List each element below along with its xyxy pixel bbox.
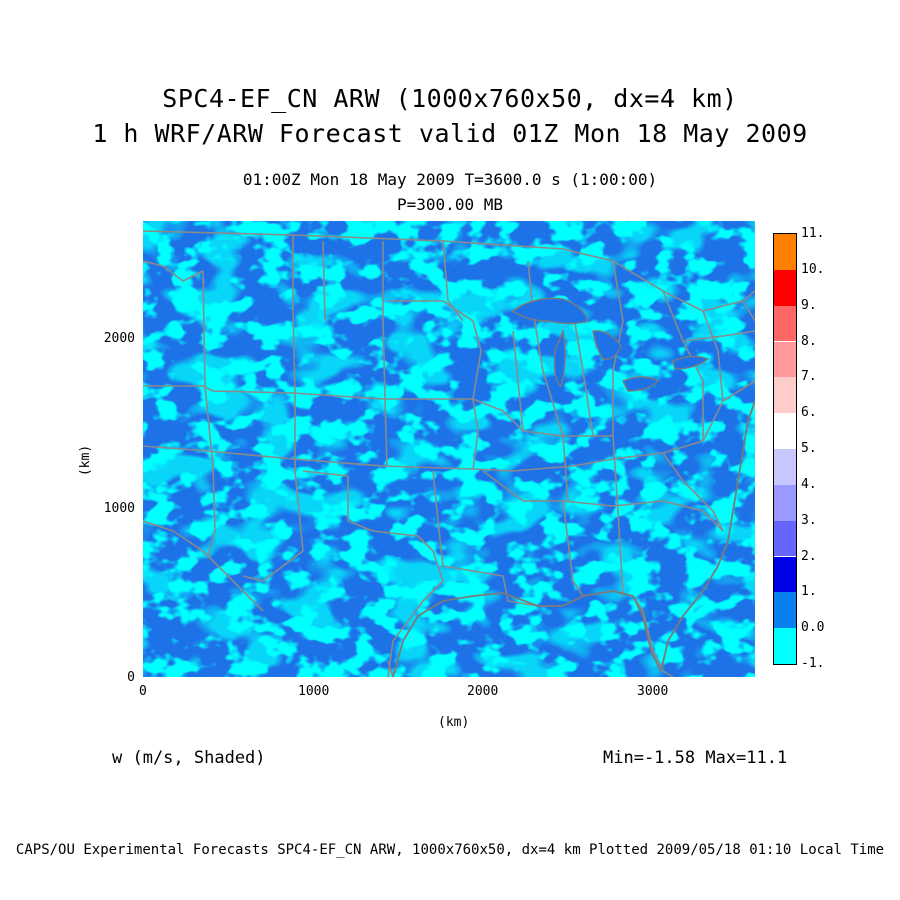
colorbar-segment bbox=[774, 556, 796, 593]
x-tick-1000: 1000 bbox=[298, 684, 330, 699]
pressure-level-label: P=300.00 MB bbox=[397, 195, 503, 214]
colorbar-segment bbox=[774, 484, 796, 521]
x-tick-2000: 2000 bbox=[467, 684, 499, 699]
chart-title-line1: SPC4-EF_CN ARW (1000x760x50, dx=4 km) bbox=[162, 84, 738, 113]
x-tick-0: 0 bbox=[139, 684, 147, 699]
variable-label: w (m/s, Shaded) bbox=[112, 748, 266, 768]
x-axis-label: (km) bbox=[438, 715, 470, 730]
chart-title-line2: 1 h WRF/ARW Forecast valid 01Z Mon 18 Ma… bbox=[92, 119, 808, 148]
colorbar-label: -1. bbox=[801, 656, 825, 671]
colorbar-segment bbox=[774, 449, 796, 485]
colorbar bbox=[773, 233, 797, 665]
colorbar-label: 0.0 bbox=[801, 620, 825, 636]
colorbar-label: 10. bbox=[801, 261, 825, 277]
y-tick-1000: 1000 bbox=[103, 501, 135, 516]
colorbar-segment bbox=[774, 628, 796, 664]
colorbar-label: 1. bbox=[801, 584, 817, 600]
min-max-label: Min=-1.58 Max=11.1 bbox=[603, 748, 788, 768]
y-axis-label: (km) bbox=[78, 444, 94, 477]
valid-time-label: 01:00Z Mon 18 May 2009 T=3600.0 s (1:00:… bbox=[242, 170, 658, 189]
colorbar-label: 6. bbox=[801, 405, 817, 421]
colorbar-segment bbox=[774, 377, 796, 414]
colorbar-segment bbox=[774, 520, 796, 557]
state-boundaries bbox=[143, 230, 755, 677]
colorbar-segment bbox=[774, 305, 796, 342]
x-tick-3000: 3000 bbox=[637, 684, 669, 699]
y-tick-0: 0 bbox=[127, 670, 135, 685]
colorbar-label: 11. bbox=[801, 226, 825, 241]
colorbar-label: 8. bbox=[801, 333, 817, 349]
colorbar-segment bbox=[774, 413, 796, 449]
y-tick-2000: 2000 bbox=[103, 331, 135, 346]
great-lakes bbox=[511, 297, 710, 392]
colorbar-segment bbox=[774, 234, 796, 270]
colorbar-label: 9. bbox=[801, 297, 817, 313]
colorbar-label: 7. bbox=[801, 369, 817, 385]
colorbar-segment bbox=[774, 341, 796, 378]
colorbar-label: 5. bbox=[801, 441, 817, 456]
colorbar-label: 2. bbox=[801, 548, 817, 564]
forecast-map bbox=[143, 221, 755, 677]
coastline bbox=[392, 400, 755, 677]
footer-credit: CAPS/OU Experimental Forecasts SPC4-EF_C… bbox=[15, 842, 885, 858]
colorbar-label: 4. bbox=[801, 476, 817, 492]
colorbar-segment bbox=[774, 592, 796, 629]
colorbar-segment bbox=[774, 269, 796, 306]
map-noise-layer-2 bbox=[143, 221, 755, 677]
colorbar-label: 3. bbox=[801, 512, 817, 528]
